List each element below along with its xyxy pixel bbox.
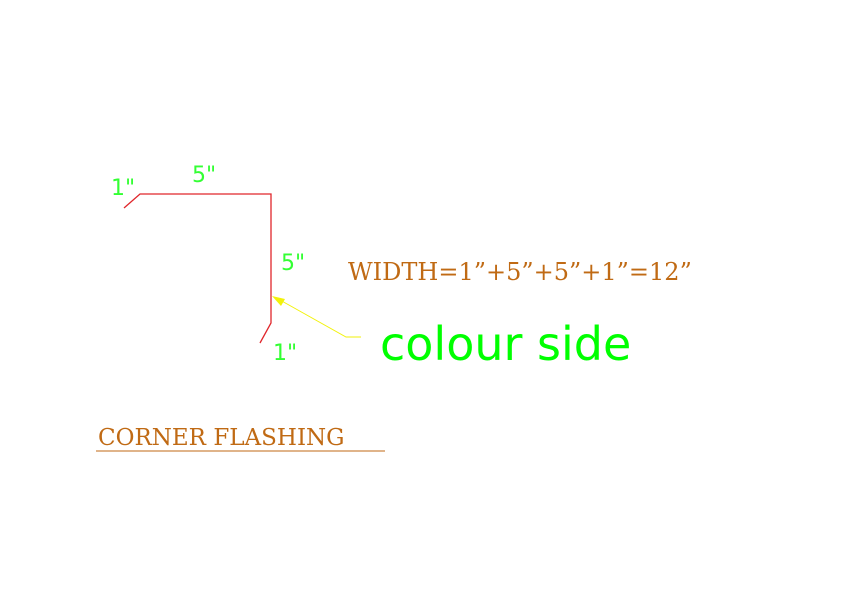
dim-top-leg-label: 5" (192, 163, 216, 188)
flashing-profile (123, 193, 272, 344)
drawing-title: CORNER FLASHING (98, 425, 345, 451)
colour-side-note: colour side (380, 317, 631, 371)
colour-side-leader-line (279, 299, 361, 338)
dim-side-leg-label: 5" (281, 251, 305, 276)
dim-top-lip-label: 1" (111, 176, 135, 201)
leader-arrowhead (272, 296, 285, 306)
dim-bottom-lip-label: 1" (273, 341, 297, 366)
width-formula: WIDTH=1”+5”+5”+1”=12” (348, 258, 692, 286)
